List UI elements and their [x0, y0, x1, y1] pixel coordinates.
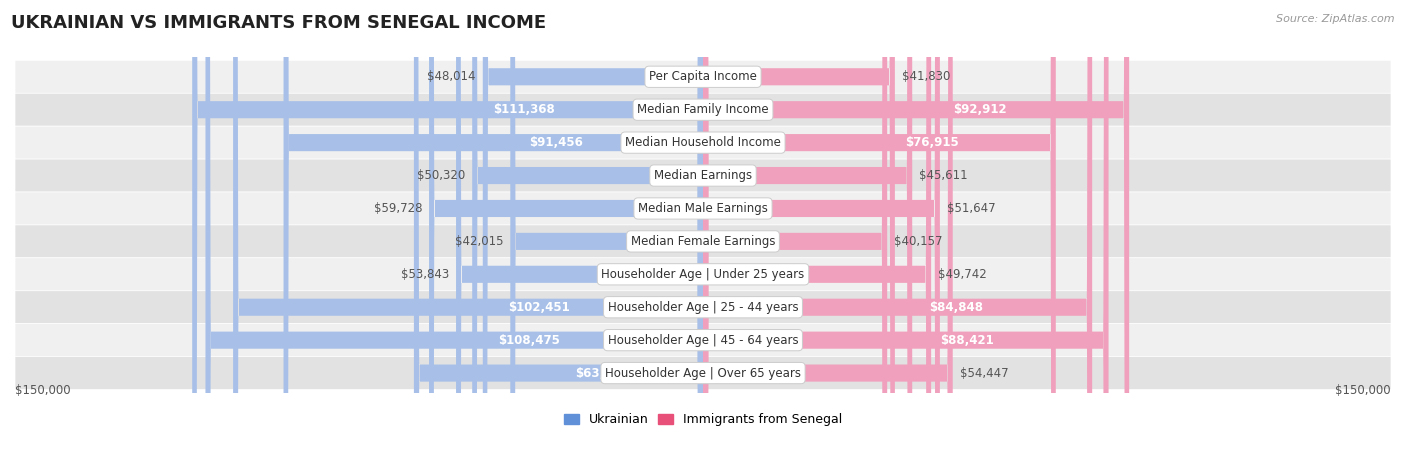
Text: $59,728: $59,728: [374, 202, 422, 215]
Text: Median Household Income: Median Household Income: [626, 136, 780, 149]
Text: $91,456: $91,456: [529, 136, 583, 149]
FancyBboxPatch shape: [703, 0, 912, 467]
Text: $53,843: $53,843: [401, 268, 449, 281]
Text: Householder Age | 45 - 64 years: Householder Age | 45 - 64 years: [607, 333, 799, 347]
Text: Median Family Income: Median Family Income: [637, 103, 769, 116]
Text: $102,451: $102,451: [508, 301, 569, 314]
FancyBboxPatch shape: [703, 0, 939, 467]
Text: UKRAINIAN VS IMMIGRANTS FROM SENEGAL INCOME: UKRAINIAN VS IMMIGRANTS FROM SENEGAL INC…: [11, 14, 547, 32]
Text: $40,157: $40,157: [894, 235, 942, 248]
FancyBboxPatch shape: [15, 324, 1391, 357]
Text: Per Capita Income: Per Capita Income: [650, 70, 756, 83]
Text: $150,000: $150,000: [1336, 384, 1391, 396]
FancyBboxPatch shape: [15, 357, 1391, 389]
FancyBboxPatch shape: [15, 126, 1391, 159]
Text: Householder Age | 25 - 44 years: Householder Age | 25 - 44 years: [607, 301, 799, 314]
FancyBboxPatch shape: [703, 0, 1092, 467]
FancyBboxPatch shape: [703, 0, 1108, 467]
FancyBboxPatch shape: [703, 0, 1056, 467]
FancyBboxPatch shape: [205, 0, 703, 467]
FancyBboxPatch shape: [15, 225, 1391, 258]
FancyBboxPatch shape: [456, 0, 703, 467]
FancyBboxPatch shape: [15, 93, 1391, 126]
FancyBboxPatch shape: [15, 60, 1391, 93]
Text: $88,421: $88,421: [939, 333, 994, 347]
FancyBboxPatch shape: [413, 0, 703, 467]
FancyBboxPatch shape: [15, 258, 1391, 291]
FancyBboxPatch shape: [284, 0, 703, 467]
Text: Source: ZipAtlas.com: Source: ZipAtlas.com: [1277, 14, 1395, 24]
FancyBboxPatch shape: [703, 0, 931, 467]
Text: $49,742: $49,742: [938, 268, 987, 281]
Text: $45,611: $45,611: [920, 169, 967, 182]
FancyBboxPatch shape: [15, 291, 1391, 324]
Text: $150,000: $150,000: [15, 384, 70, 396]
Text: Householder Age | Under 25 years: Householder Age | Under 25 years: [602, 268, 804, 281]
Text: Median Male Earnings: Median Male Earnings: [638, 202, 768, 215]
FancyBboxPatch shape: [703, 0, 953, 467]
Legend: Ukrainian, Immigrants from Senegal: Ukrainian, Immigrants from Senegal: [560, 410, 846, 430]
FancyBboxPatch shape: [703, 0, 887, 467]
FancyBboxPatch shape: [472, 0, 703, 467]
Text: $92,912: $92,912: [953, 103, 1007, 116]
Text: $51,647: $51,647: [946, 202, 995, 215]
FancyBboxPatch shape: [703, 0, 1129, 467]
Text: $111,368: $111,368: [494, 103, 555, 116]
Text: $50,320: $50,320: [418, 169, 465, 182]
Text: $63,032: $63,032: [575, 367, 628, 380]
Text: $42,015: $42,015: [456, 235, 503, 248]
FancyBboxPatch shape: [15, 192, 1391, 225]
Text: $54,447: $54,447: [960, 367, 1008, 380]
FancyBboxPatch shape: [510, 0, 703, 467]
Text: $76,915: $76,915: [905, 136, 959, 149]
FancyBboxPatch shape: [233, 0, 703, 467]
Text: $48,014: $48,014: [427, 70, 475, 83]
FancyBboxPatch shape: [193, 0, 703, 467]
FancyBboxPatch shape: [482, 0, 703, 467]
Text: $108,475: $108,475: [498, 333, 560, 347]
Text: Householder Age | Over 65 years: Householder Age | Over 65 years: [605, 367, 801, 380]
Text: $84,848: $84,848: [929, 301, 983, 314]
FancyBboxPatch shape: [703, 0, 894, 467]
FancyBboxPatch shape: [429, 0, 703, 467]
Text: $41,830: $41,830: [901, 70, 950, 83]
Text: Median Female Earnings: Median Female Earnings: [631, 235, 775, 248]
Text: Median Earnings: Median Earnings: [654, 169, 752, 182]
FancyBboxPatch shape: [15, 159, 1391, 192]
